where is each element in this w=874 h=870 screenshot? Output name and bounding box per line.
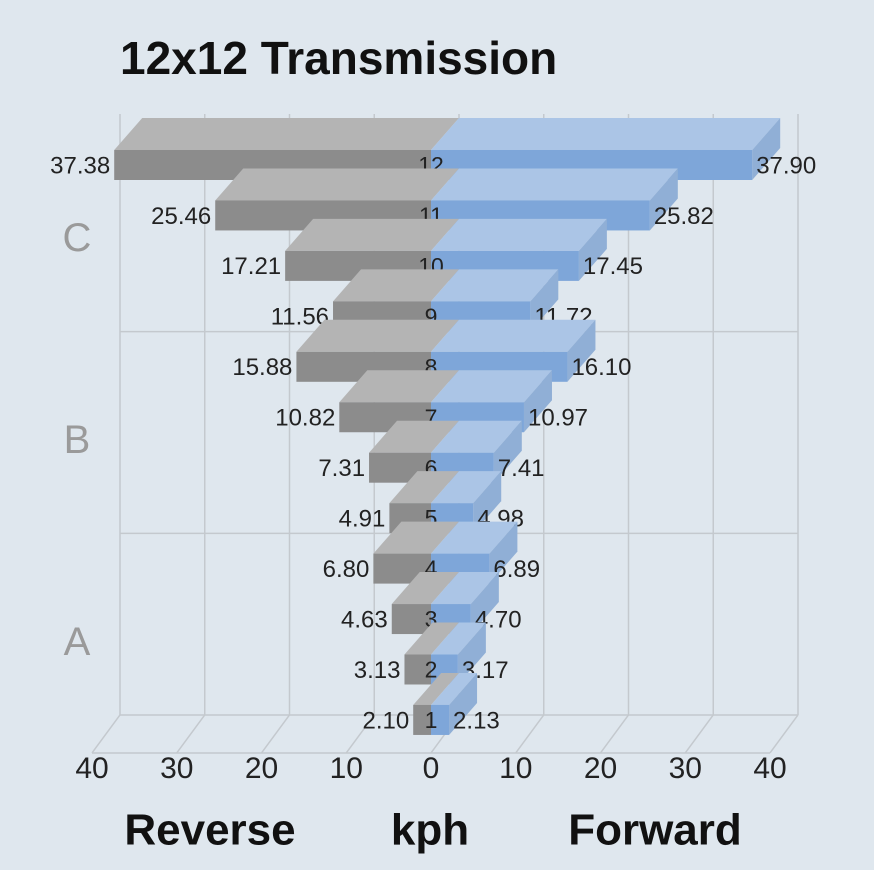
bar-side	[457, 622, 486, 685]
bar	[391, 572, 459, 635]
bar-side	[752, 118, 781, 180]
bar-side	[473, 471, 502, 534]
bar-top	[431, 572, 499, 605]
category-label: 2	[425, 657, 438, 683]
floor-line	[599, 714, 630, 754]
value-label: 37.90	[756, 152, 816, 179]
bar-top	[431, 420, 522, 453]
value-label: 6.89	[493, 556, 540, 583]
x-tick-label: 20	[245, 752, 278, 785]
bar	[431, 672, 478, 735]
floor-line	[176, 714, 206, 754]
x-tick-label: 20	[584, 752, 617, 785]
value-label: 17.45	[583, 253, 643, 280]
bar-top	[339, 370, 459, 403]
x-tick-label: 10	[330, 752, 363, 785]
bar-front	[404, 654, 431, 685]
x-tick-label: 0	[423, 752, 440, 785]
bar-top	[369, 420, 459, 453]
value-label: 25.82	[654, 203, 714, 230]
bar-top	[431, 521, 518, 554]
bar-top	[389, 471, 459, 504]
bar-side	[649, 168, 678, 231]
bar-front	[413, 704, 431, 735]
x-tick-label: 40	[75, 752, 108, 785]
bar-top	[431, 622, 486, 655]
floor-line	[684, 714, 714, 754]
bar-side	[567, 319, 596, 382]
bar-top	[404, 622, 459, 655]
floor-line	[515, 714, 545, 754]
bar-top	[215, 168, 459, 201]
floor-line	[91, 714, 121, 754]
bar	[215, 168, 459, 231]
bar-top	[431, 672, 478, 705]
bar-top	[431, 118, 781, 150]
value-label: 25.46	[151, 203, 211, 230]
axis-label: kph	[391, 806, 469, 855]
x-tick-label: 30	[669, 752, 702, 785]
bar	[413, 672, 459, 735]
floor-line	[769, 714, 799, 754]
bar-side	[530, 269, 559, 332]
value-label: 7.31	[318, 455, 365, 482]
bar-top	[431, 168, 678, 201]
bar-top	[431, 471, 502, 504]
value-label: 10.82	[275, 405, 335, 432]
group-label: C	[63, 216, 92, 260]
floor-line	[345, 714, 375, 754]
x-tick-label: 10	[499, 752, 532, 785]
value-label: 7.41	[498, 455, 545, 482]
bar-front	[391, 604, 431, 635]
bar-side	[493, 420, 522, 483]
bar-top	[391, 572, 459, 605]
value-label: 16.10	[571, 354, 631, 381]
group-label: B	[64, 418, 91, 462]
value-label: 17.21	[221, 253, 281, 280]
bar-top	[431, 218, 607, 251]
value-label: 3.13	[354, 657, 401, 684]
value-label: 4.63	[341, 606, 388, 633]
bar-top	[114, 118, 459, 150]
x-tick-label: 40	[753, 752, 786, 785]
bar-top	[296, 319, 459, 352]
bar-front	[431, 704, 450, 735]
value-label: 6.80	[323, 556, 370, 583]
bar-side	[470, 572, 499, 635]
bar-top	[373, 521, 459, 554]
value-label: 37.38	[50, 152, 110, 179]
value-label: 10.97	[528, 405, 588, 432]
chart-title: 12x12 Transmission	[120, 32, 557, 84]
category-label: 1	[425, 707, 438, 733]
bar-top	[431, 370, 552, 403]
value-label: 4.91	[339, 505, 386, 532]
bar-top	[431, 269, 559, 302]
bar-side	[523, 370, 552, 433]
bar-side	[449, 672, 478, 735]
bar	[431, 420, 522, 483]
x-tick-label: 30	[160, 752, 193, 785]
bar	[404, 622, 459, 685]
bar-top	[431, 319, 596, 352]
bar-top	[333, 269, 459, 302]
bar-side	[578, 218, 607, 281]
group-label: A	[64, 620, 91, 664]
floor-line	[260, 714, 291, 754]
value-label: 2.13	[453, 707, 500, 734]
bar-top	[285, 218, 459, 251]
value-label: 15.88	[232, 354, 292, 381]
bar-side	[489, 521, 518, 584]
value-label: 2.10	[362, 707, 409, 734]
bar-top	[413, 672, 459, 705]
series-label: Reverse	[124, 806, 295, 855]
series-label: Forward	[568, 806, 742, 855]
